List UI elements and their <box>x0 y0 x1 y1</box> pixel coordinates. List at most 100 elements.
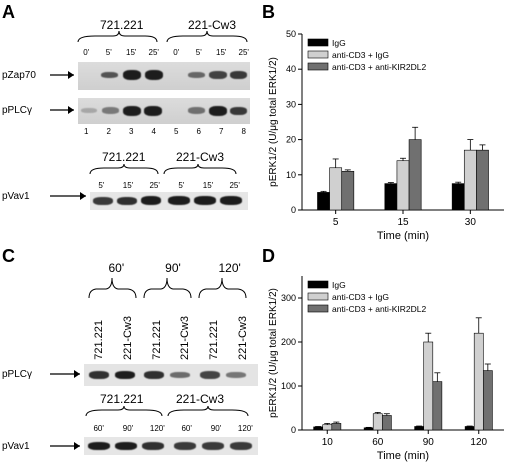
panel-d-letter: D <box>262 246 275 266</box>
panel-c-lane-labels: 721.221 221-Cw3 721.221 221-Cw3 721.221 221-C… <box>86 302 258 360</box>
y-tick-label: 20 <box>286 135 296 145</box>
time-label: 15' <box>202 181 214 190</box>
time-label: 5' <box>98 181 105 190</box>
band <box>230 71 247 79</box>
row-label-pvav1-c: pVav1 <box>2 441 30 452</box>
x-tick-label: 60 <box>372 437 384 448</box>
legend-entry: anti-CD3 + IgG <box>332 292 389 302</box>
y-tick-label: 50 <box>286 29 296 39</box>
x-tick-label: 5 <box>333 217 339 228</box>
time-label: 90' <box>122 424 134 433</box>
blot-pzap70 <box>78 62 250 90</box>
bar <box>482 370 493 431</box>
panel-c-braces <box>88 277 247 299</box>
band <box>93 197 113 205</box>
time-label: 60' <box>108 261 125 275</box>
band <box>209 106 227 116</box>
time-label: 15' <box>216 48 227 57</box>
bar <box>329 167 343 211</box>
time-label: 0' <box>173 48 180 57</box>
band <box>81 108 97 113</box>
band <box>117 197 137 205</box>
panel-c-vav-braces <box>85 405 249 417</box>
bar <box>381 415 392 431</box>
lane-number: 3 <box>129 127 134 136</box>
time-label: 25' <box>238 48 249 57</box>
band <box>89 371 109 379</box>
arrow-icon <box>50 192 86 200</box>
y-tick-label: 0 <box>291 425 296 435</box>
bar <box>322 424 333 431</box>
x-axis-label: Time (min) <box>377 450 429 462</box>
time-label: 0' <box>83 48 90 57</box>
chart-d: 0 100 200 300 10 60 90 120 Time (min) pERK1/2 (U/… <box>268 276 504 462</box>
lane-label: 221-Cw3 <box>236 315 249 360</box>
time-label: 15' <box>126 48 137 57</box>
band <box>188 72 205 78</box>
lane-number: 6 <box>196 127 201 136</box>
blot-pplcg-c <box>84 364 258 386</box>
panel-c-vav-cellline-2: 221-Cw3 <box>176 392 225 406</box>
band <box>101 72 118 78</box>
legend-entry: anti-CD3 + anti-KIR2DL2 <box>332 304 427 314</box>
lane-number: 8 <box>241 127 246 136</box>
bar <box>341 170 355 211</box>
y-tick-label: 100 <box>281 381 296 391</box>
legend-entry: IgG <box>332 38 346 48</box>
panel-a-vav-cellline-1: 721.221 <box>102 150 146 164</box>
x-tick-label: 15 <box>397 217 409 228</box>
band <box>145 70 163 80</box>
y-axis-label: pERK1/2 (U/μg total ERK1/2) <box>268 288 279 418</box>
blot-pvav1-a <box>90 192 248 210</box>
band <box>170 372 190 378</box>
lane-number: 2 <box>106 127 111 136</box>
band <box>220 196 242 205</box>
bar <box>384 183 398 211</box>
row-label-pvav1-a: pVav1 <box>2 191 30 202</box>
band <box>144 371 164 379</box>
band <box>102 107 119 114</box>
lane-label: 221-Cw3 <box>179 315 192 360</box>
lane-number: 4 <box>151 127 156 136</box>
bar <box>451 183 465 211</box>
legend-swatch <box>307 38 329 47</box>
band <box>230 442 252 450</box>
y-tick-label: 40 <box>286 64 296 74</box>
time-label: 120' <box>237 424 253 433</box>
blot-pvav1-c <box>84 437 258 455</box>
time-label: 120' <box>149 424 165 433</box>
arrow-icon <box>50 106 74 114</box>
band <box>115 371 135 379</box>
lane-number: 1 <box>84 127 89 136</box>
panel-c-time-labels: 60' 90' 120' <box>88 261 258 275</box>
band <box>188 107 205 114</box>
arrow-icon <box>50 442 80 450</box>
legend-entry: anti-CD3 + IgG <box>332 50 389 60</box>
panel-a-vav-braces <box>89 163 237 175</box>
time-label: 25' <box>148 48 159 57</box>
bar <box>372 413 383 431</box>
bar <box>463 149 477 211</box>
lane-label: 221-Cw3 <box>122 315 134 360</box>
band <box>168 196 190 205</box>
arrow-icon <box>50 370 80 378</box>
legend-swatch <box>307 280 329 289</box>
x-tick-label: 30 <box>465 217 477 228</box>
band <box>226 372 246 378</box>
band <box>209 71 227 79</box>
panel-b-letter: B <box>262 2 275 22</box>
band <box>202 442 224 450</box>
lane-label: 721.221 <box>150 320 163 360</box>
lane-number: 5 <box>174 127 179 136</box>
panel-a-letter: A <box>2 2 15 22</box>
time-label: 5' <box>178 181 185 190</box>
time-label: 5' <box>105 48 112 57</box>
panel-c-vav-time-labels: 60' 90' 120' 60' 90' 120' <box>84 424 260 434</box>
time-label: 90' <box>165 261 181 275</box>
time-label: 90' <box>210 424 222 433</box>
bar <box>313 426 324 431</box>
y-axis-label: pERK1/2 (U/μg total ERK1/2) <box>268 57 279 187</box>
row-label-pplcg: pPLCγ <box>2 105 33 116</box>
blot-pplcg <box>78 98 250 124</box>
time-label: 120' <box>218 261 241 275</box>
